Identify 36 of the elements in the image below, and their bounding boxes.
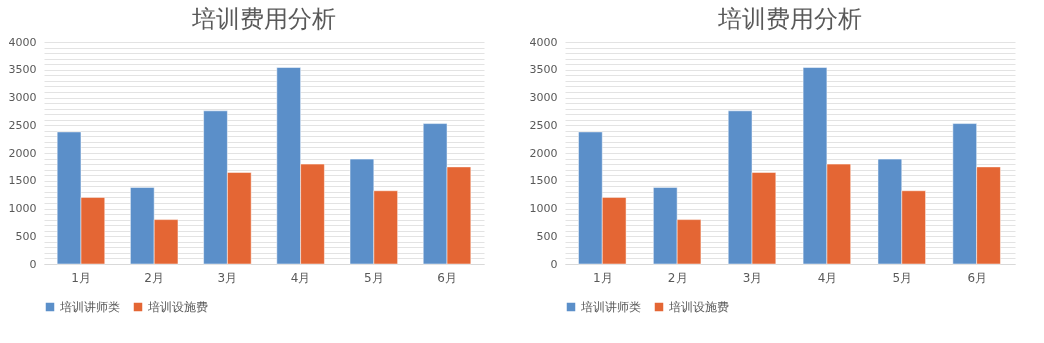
x-tick-label: 1月 <box>592 270 613 285</box>
y-tick-label: 3500 <box>8 63 37 77</box>
y-tick-label: 3500 <box>529 63 558 77</box>
x-tick-label: 5月 <box>892 270 913 285</box>
y-tick-label: 2000 <box>8 146 37 160</box>
y-tick-label: 1000 <box>529 202 558 215</box>
legend-label: 培训设施费 <box>147 300 208 314</box>
x-tick-label: 6月 <box>437 270 457 285</box>
x-tick-label: 4月 <box>290 270 311 285</box>
y-tick-label: 2500 <box>8 118 37 132</box>
legend-label: 培训讲师类 <box>59 300 120 314</box>
chart-title: 培训费用分析 <box>717 5 862 33</box>
x-tick-label: 6月 <box>967 270 988 285</box>
y-tick-label: 3000 <box>529 91 558 104</box>
x-tick-label: 2月 <box>144 270 164 285</box>
x-tick-label: 1月 <box>71 270 91 285</box>
y-tick-label: 0 <box>550 257 558 271</box>
x-tick-label: 2月 <box>667 270 688 285</box>
y-tick-label: 2500 <box>529 118 558 132</box>
x-tick-label: 3月 <box>742 270 763 285</box>
y-tick-label: 0 <box>29 257 37 271</box>
y-tick-label: 1500 <box>8 174 37 188</box>
legend-label: 培训设施费 <box>668 300 729 314</box>
y-tick-label: 4000 <box>529 35 558 49</box>
y-tick-label: 1000 <box>8 202 37 215</box>
y-tick-label: 500 <box>536 229 558 243</box>
chart-title: 培训费用分析 <box>191 5 336 33</box>
y-tick-label: 500 <box>15 229 37 243</box>
x-tick-label: 3月 <box>217 270 238 285</box>
x-tick-label: 4月 <box>817 270 838 285</box>
x-tick-label: 5月 <box>364 270 384 285</box>
y-tick-label: 3000 <box>8 91 37 104</box>
y-tick-label: 1500 <box>529 174 558 188</box>
y-tick-label: 4000 <box>8 35 37 49</box>
legend-label: 培训讲师类 <box>580 300 641 314</box>
y-tick-label: 2000 <box>529 146 558 160</box>
